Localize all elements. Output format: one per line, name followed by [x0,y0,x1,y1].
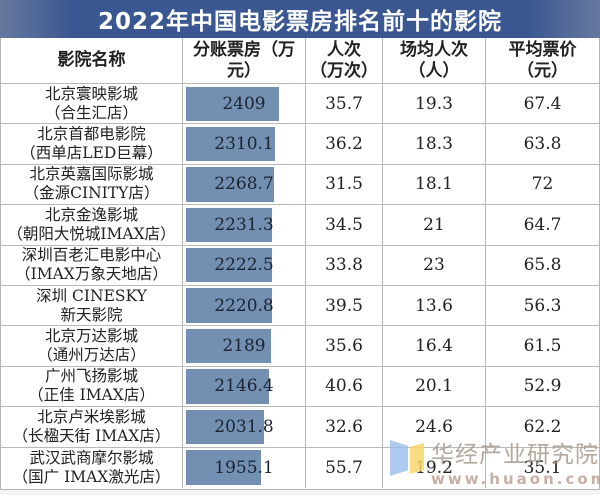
header-cell-0: 影院名称 [1,38,183,84]
header-cell-4: 平均票价 （元） [486,38,599,84]
metric-value: 56.3 [486,286,599,327]
page-title: 2022年中国电影票房排名前十的影院 [0,0,600,38]
box-office-cell: 2231.3 [183,205,306,246]
cinema-name: 广州飞扬影城 （正佳 IMAX店） [1,366,183,408]
metric-value: 52.9 [486,367,599,408]
header-cell-1: 分账票房（万 元） [183,38,306,84]
box-office-value: 2409 [222,93,266,114]
metric-value: 64.7 [486,205,599,246]
cinema-table: 影院名称 分账票房（万 元） 人次 （万次） 场均人次 （人） 平均票价 （元） 北京寰映影城 （合… [1,38,599,488]
metric-value: 19.2 [383,447,486,488]
cinema-name: 北京金逸影城 （朝阳大悦城IMAX店） [1,205,183,246]
box-office-cell: 2409 [183,84,306,125]
cinema-name: 北京万达影城 （通州万达店） [1,326,183,367]
box-office-cell: 2222.5 [183,245,306,286]
box-office-bar [186,248,272,283]
metric-value: 21 [383,205,486,246]
cinema-name: 深圳 CINESKY 新天影院 [1,285,183,327]
metric-value: 16.4 [383,326,486,367]
table-wrapper: 影院名称 分账票房（万 元） 人次 （万次） 场均人次 （人） 平均票价 （元） 北京寰映影城 （合… [0,38,600,490]
metric-value: 13.6 [383,285,486,327]
metric-value: 32.6 [306,407,383,448]
metric-value: 40.6 [306,366,383,408]
box-office-bar [186,328,271,364]
metric-value: 19.3 [383,84,486,125]
metric-value: 61.5 [486,326,599,367]
metric-value: 18.1 [383,164,486,206]
metric-value: 20.1 [383,366,486,408]
box-office-cell: 1955.1 [183,447,306,488]
box-office-bar [186,369,269,404]
metric-value: 67.4 [486,84,599,125]
box-office-bar [186,167,274,202]
cinema-name: 北京首都电影院 （西单店LED巨幕） [1,124,183,165]
box-office-value: 2222.5 [214,255,274,276]
box-office-value: 1955.1 [214,457,274,478]
metric-value: 18.3 [383,124,486,165]
box-office-bar [186,288,272,323]
metric-value: 24.6 [383,407,486,448]
metric-value: 35.1 [523,457,562,478]
box-office-bar [186,409,264,445]
box-office-cell: 2310.1 [183,124,306,165]
box-office-bar [186,450,261,486]
box-office-cell: 2220.8 [183,285,306,327]
header-cell-2: 人次 （万次） [306,38,383,84]
page-title-text: 2022年中国电影票房排名前十的影院 [97,9,502,35]
cinema-name: 北京英嘉国际影城 （金源CINITY店） [1,164,183,206]
metric-value: 72 [486,165,599,206]
box-office-value: 2310.1 [214,134,274,155]
metric-value: 36.2 [306,124,383,165]
cinema-name: 武汉武商摩尔影城 （国广 IMAX激光店） [1,447,183,488]
metric-value: 55.7 [306,447,383,488]
box-office-bar [186,207,272,243]
box-office-cell: 2146.4 [183,366,306,408]
metric-value: 62.2 [486,407,599,448]
cinema-name: 深圳百老汇电影中心 （IMAX万象天地店） [1,245,183,286]
metric-value: 31.5 [306,164,383,206]
box-office-value: 2268.7 [214,174,274,195]
metric-value: 39.5 [306,285,383,327]
box-office-cell: 2268.7 [183,164,306,206]
box-office-value: 2031.8 [214,416,274,437]
box-office-bar [186,126,275,162]
metric-value: 35.6 [306,326,383,367]
box-office-value: 2231.3 [214,214,274,235]
header-cell-3: 场均人次 （人） [383,38,486,84]
box-office-value: 2220.8 [214,295,274,316]
metric-value: 23 [383,245,486,286]
metric-value: 34.5 [306,205,383,246]
metric-value: 63.8 [486,124,599,165]
cinema-name: 北京寰映影城 （合生汇店） [1,84,183,125]
metric-value: 65.8 [486,246,599,286]
metric-value: 33.8 [306,245,383,286]
metric-value: 35.7 [306,84,383,125]
box-office-value: 2189 [222,336,266,357]
box-office-cell: 2189 [183,326,306,367]
box-office-value: 2146.4 [214,376,274,397]
box-office-bar [186,86,279,121]
box-office-cell: 2031.8 [183,407,306,448]
cinema-name: 北京卢米埃影城 （长楹天街 IMAX店） [1,407,183,448]
